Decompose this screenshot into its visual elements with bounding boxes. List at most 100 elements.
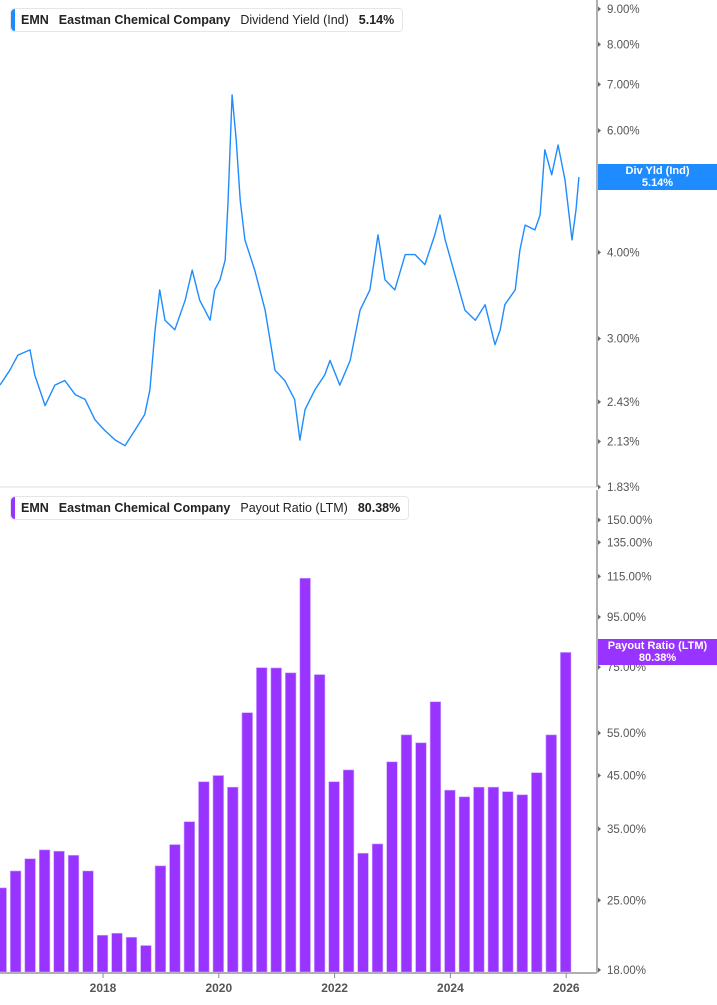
payout-bar xyxy=(458,796,470,973)
payout-bar xyxy=(314,674,326,973)
x-tick-label: 2024 xyxy=(437,981,464,995)
y-tick-mark xyxy=(598,730,601,736)
y-tick-label: 3.00% xyxy=(607,334,640,346)
tag-label: Div Yld (Ind) xyxy=(625,165,690,177)
payout-bar xyxy=(328,781,340,973)
y-tick-mark xyxy=(598,399,601,405)
y-tick-label: 25.00% xyxy=(607,895,646,907)
legend-color-bar xyxy=(11,497,15,519)
y-tick-label: 45.00% xyxy=(607,771,646,783)
y-tick-mark xyxy=(598,81,601,87)
y-tick-label: 55.00% xyxy=(607,728,646,740)
legend-value: 80.38% xyxy=(357,501,401,515)
y-tick-label: 135.00% xyxy=(607,537,652,549)
legend-company: Eastman Chemical Company xyxy=(58,13,231,27)
y-tick-mark xyxy=(598,249,601,255)
current-yield-tag: Div Yld (Ind) 5.14% xyxy=(598,164,717,190)
y-tick-label: 18.00% xyxy=(607,965,646,977)
tag-label: Payout Ratio (LTM) xyxy=(607,640,708,652)
payout-bar xyxy=(502,791,514,973)
x-tick-label: 2026 xyxy=(553,981,580,995)
legend-value: 5.14% xyxy=(358,13,395,27)
legend-payout-ratio: EMN Eastman Chemical Company Payout Rati… xyxy=(10,496,410,520)
payout-bar xyxy=(10,870,22,973)
payout-bar xyxy=(241,712,253,973)
payout-bar xyxy=(169,844,181,973)
payout-bar xyxy=(285,672,297,973)
payout-bar xyxy=(545,734,557,973)
payout-bar xyxy=(560,652,572,973)
y-tick-label: 4.00% xyxy=(607,247,640,259)
payout-bar xyxy=(154,865,167,973)
payout-bar xyxy=(256,667,268,973)
y-tick-label: 2.43% xyxy=(607,397,640,409)
y-tick-label: 95.00% xyxy=(607,612,646,624)
current-payout-tag: Payout Ratio (LTM) 80.38% xyxy=(598,639,717,665)
y-tick-label: 150.00% xyxy=(607,515,652,527)
legend-ticker: EMN xyxy=(21,501,49,515)
payout-bar xyxy=(487,786,499,973)
y-tick-mark xyxy=(598,438,601,444)
y-tick-mark xyxy=(598,664,601,670)
y-tick-label: 35.00% xyxy=(607,824,646,836)
tag-value: 80.38% xyxy=(638,652,677,664)
x-tick-label: 2020 xyxy=(205,981,232,995)
y-tick-label: 7.00% xyxy=(607,79,640,91)
y-tick-mark xyxy=(598,484,601,490)
payout-bar xyxy=(111,932,123,973)
payout-bar xyxy=(38,849,51,973)
payout-bar xyxy=(415,742,427,973)
payout-bar xyxy=(386,761,398,973)
payout-bar xyxy=(125,936,138,973)
payout-bar xyxy=(429,701,442,973)
x-tick-label: 2018 xyxy=(90,981,117,995)
payout-bar xyxy=(227,786,239,973)
y-tick-mark xyxy=(598,336,601,342)
y-tick-label: 115.00% xyxy=(607,571,652,583)
payout-bar xyxy=(400,734,413,973)
y-tick-mark xyxy=(598,517,601,523)
payout-bar xyxy=(96,934,109,973)
y-tick-mark xyxy=(598,967,601,973)
payout-bar xyxy=(212,775,224,973)
y-tick-mark xyxy=(598,826,601,832)
payout-bar xyxy=(473,786,485,973)
payout-bar xyxy=(140,945,152,973)
legend-metric: Dividend Yield (Ind) xyxy=(240,13,349,27)
payout-bar xyxy=(270,667,282,973)
payout-bar xyxy=(82,870,94,973)
payout-bar xyxy=(357,852,369,973)
legend-ticker: EMN xyxy=(21,13,49,27)
payout-bar xyxy=(531,772,543,973)
payout-bar xyxy=(444,789,456,973)
payout-bar xyxy=(516,794,528,973)
legend-company: Eastman Chemical Company xyxy=(58,501,231,515)
payout-bar xyxy=(0,887,7,973)
y-tick-label: 2.13% xyxy=(607,436,640,448)
dividend-yield-line xyxy=(0,94,580,447)
y-tick-mark xyxy=(598,773,601,779)
y-tick-mark xyxy=(598,573,601,579)
y-tick-mark xyxy=(598,41,601,47)
legend-dividend-yield: EMN Eastman Chemical Company Dividend Yi… xyxy=(10,8,404,32)
y-tick-label: 9.00% xyxy=(607,4,640,16)
payout-bar xyxy=(53,850,65,973)
payout-bar xyxy=(371,843,384,973)
y-tick-mark xyxy=(598,128,601,134)
legend-color-bar xyxy=(11,9,15,31)
legend-metric: Payout Ratio (LTM) xyxy=(240,501,348,515)
y-tick-label: 8.00% xyxy=(607,39,640,51)
y-tick-label: 75.00% xyxy=(607,662,646,674)
payout-bar xyxy=(299,577,311,973)
payout-bar xyxy=(183,821,195,973)
x-tick-label: 2022 xyxy=(321,981,348,995)
y-tick-mark xyxy=(598,6,601,12)
payout-bar xyxy=(67,855,80,973)
payout-bar xyxy=(24,858,36,973)
payout-bar xyxy=(198,781,210,973)
y-tick-mark xyxy=(598,897,601,903)
tag-value: 5.14% xyxy=(641,177,674,189)
payout-bar xyxy=(342,769,355,973)
y-tick-label: 6.00% xyxy=(607,126,640,138)
